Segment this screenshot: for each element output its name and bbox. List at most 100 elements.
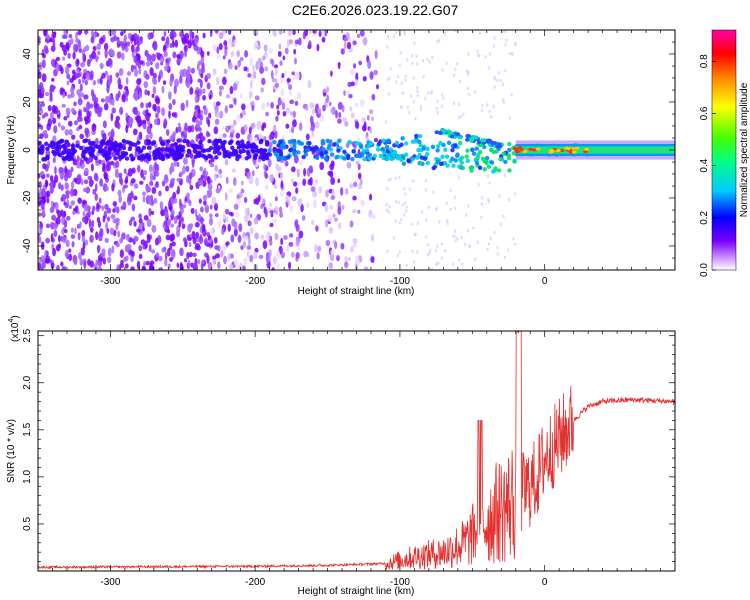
spectrogram-noise-cell bbox=[493, 230, 496, 235]
spectrogram-signal-cell bbox=[506, 153, 511, 158]
spectrogram-noise-cell bbox=[41, 59, 46, 69]
spectrogram-noise-cell bbox=[176, 262, 180, 268]
spectrogram-noise-cell bbox=[354, 121, 359, 129]
spectrogram-signal-cell bbox=[296, 150, 301, 155]
spectrogram-noise-cell bbox=[285, 123, 290, 129]
spectrogram-noise-cell bbox=[446, 221, 449, 225]
spectrogram-noise-cell bbox=[186, 74, 191, 84]
spectrogram-noise-cell bbox=[254, 137, 258, 145]
spectrogram-noise-cell bbox=[131, 52, 135, 58]
spectrogram-noise-cell bbox=[321, 30, 325, 37]
spectrogram-noise-cell bbox=[179, 261, 183, 270]
spectrogram-noise-cell bbox=[128, 219, 133, 227]
spectrogram-signal-cell bbox=[136, 146, 141, 151]
spectrogram-noise-cell bbox=[253, 71, 257, 79]
spectrogram-noise-cell bbox=[190, 207, 195, 215]
spectrogram-noise-cell bbox=[104, 95, 110, 104]
spectrogram-noise-cell bbox=[125, 90, 129, 96]
spectrogram-noise-cell bbox=[197, 179, 201, 185]
spectrogram-noise-cell bbox=[357, 209, 361, 214]
spectrogram-signal-cell bbox=[113, 148, 118, 153]
spectrogram-signal-cell bbox=[90, 147, 96, 153]
spectrogram-noise-cell bbox=[94, 174, 99, 182]
spectrogram-noise-cell bbox=[141, 191, 147, 196]
spectrogram-noise-cell bbox=[496, 245, 499, 250]
spectrogram-noise-cell bbox=[192, 252, 197, 258]
spectrogram-signal-cell bbox=[175, 145, 180, 150]
spectrogram-noise-cell bbox=[502, 214, 505, 219]
spectrogram-noise-cell bbox=[145, 61, 151, 67]
spectrogram-noise-cell bbox=[46, 250, 49, 257]
spectrogram-noise-cell bbox=[401, 202, 404, 207]
spectrogram-noise-cell bbox=[261, 102, 266, 111]
spectrogram-noise-cell bbox=[359, 98, 365, 107]
spectrogram-noise-cell bbox=[118, 175, 123, 185]
spectrogram-noise-cell bbox=[233, 119, 237, 126]
x-tick-label: -300 bbox=[100, 276, 120, 287]
spectrogram-noise-cell bbox=[466, 86, 470, 91]
spectrogram-noise-cell bbox=[115, 160, 120, 169]
spectrogram-noise-cell bbox=[96, 202, 100, 210]
spectrogram-signal-cell bbox=[125, 139, 130, 145]
spectrogram-signal-cell bbox=[501, 151, 506, 156]
spectrogram-noise-cell bbox=[445, 201, 448, 205]
spectrogram-noise-cell bbox=[164, 212, 169, 219]
spectrogram-noise-cell bbox=[63, 49, 67, 56]
spectrogram-noise-cell bbox=[76, 179, 81, 185]
spectrogram-noise-cell bbox=[338, 112, 342, 119]
spectrogram-noise-cell bbox=[251, 64, 255, 73]
spectrogram-signal-cell bbox=[351, 149, 356, 154]
spectrogram-signal-cell bbox=[457, 157, 463, 162]
carrier-peak bbox=[549, 148, 555, 152]
spectrogram-noise-cell bbox=[244, 168, 250, 173]
spectrogram-signal-cell bbox=[276, 148, 281, 153]
spectrogram-noise-cell bbox=[202, 180, 207, 188]
spectrogram-noise-cell bbox=[168, 110, 171, 119]
carrier-peak bbox=[584, 147, 590, 151]
spectrogram-noise-cell bbox=[412, 99, 416, 104]
spectrogram-signal-cell bbox=[386, 138, 391, 143]
y-tick-label: 2.0 bbox=[22, 375, 33, 389]
spectrogram-noise-cell bbox=[128, 116, 134, 125]
spectrogram-noise-cell bbox=[322, 104, 326, 112]
spectrogram-noise-cell bbox=[94, 138, 99, 146]
spectrogram-signal-cell bbox=[507, 168, 512, 173]
spectrogram-noise-cell bbox=[61, 103, 66, 108]
spectrogram-noise-cell bbox=[266, 101, 270, 107]
spectrogram-noise-cell bbox=[154, 170, 160, 177]
spectrogram-noise-cell bbox=[352, 242, 358, 248]
spectrogram-noise-cell bbox=[352, 40, 357, 46]
spectrogram-signal-cell bbox=[98, 143, 104, 149]
spectrogram-noise-cell bbox=[283, 235, 288, 240]
spectrogram-noise-cell bbox=[195, 231, 200, 239]
spectrogram-noise-cell bbox=[90, 163, 94, 172]
spectrogram-noise-cell bbox=[194, 221, 200, 228]
spectrogram-noise-cell bbox=[185, 175, 191, 184]
spectrogram-noise-cell bbox=[98, 264, 102, 270]
svg-text:(x104): (x104) bbox=[8, 315, 21, 342]
spectrogram-noise-cell bbox=[60, 261, 64, 267]
spectrogram-noise-cell bbox=[238, 191, 243, 199]
spectrogram-signal-cell bbox=[342, 149, 347, 155]
spectrogram-noise-cell bbox=[416, 89, 419, 94]
spectrogram-noise-cell bbox=[182, 237, 187, 243]
spectrogram-noise-cell bbox=[102, 215, 106, 223]
spectrogram-noise-cell bbox=[298, 122, 303, 131]
spectrogram-signal-cell bbox=[334, 155, 339, 160]
spectrogram-noise-cell bbox=[240, 188, 245, 194]
spectrogram-signal-cell bbox=[415, 155, 420, 160]
spectrogram-signal-cell bbox=[124, 156, 130, 161]
spectrogram-noise-cell bbox=[149, 131, 153, 140]
spectrogram-noise-cell bbox=[125, 94, 129, 102]
spectrogram-noise-cell bbox=[207, 235, 211, 241]
spectrogram-noise-cell bbox=[285, 244, 290, 254]
spectrogram-signal-cell bbox=[464, 154, 469, 159]
spectrogram-signal-cell bbox=[245, 149, 251, 155]
spectrogram-noise-cell bbox=[207, 118, 211, 128]
spectrogram-noise-cell bbox=[424, 188, 428, 192]
spectrogram-noise-cell bbox=[243, 196, 248, 204]
spectrogram-noise-cell bbox=[434, 208, 438, 212]
spectrogram-noise-cell bbox=[422, 74, 425, 79]
spectrogram-noise-cell bbox=[125, 175, 129, 184]
spectrogram-noise-cell bbox=[278, 206, 283, 214]
